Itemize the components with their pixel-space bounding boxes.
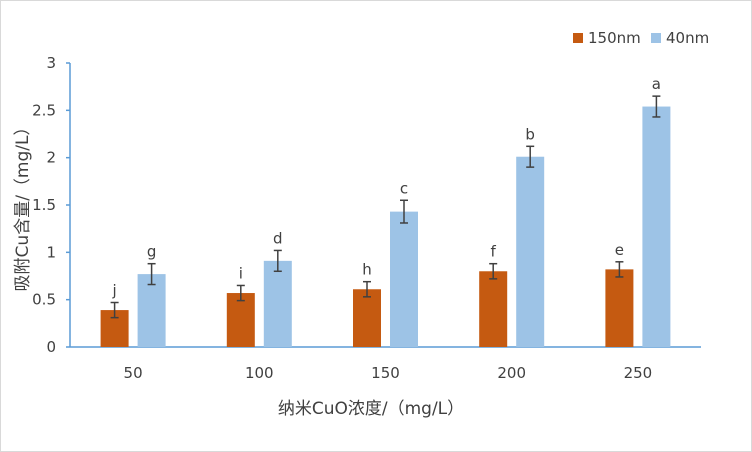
bar-40nm bbox=[390, 211, 418, 347]
significance-label: f bbox=[491, 243, 497, 261]
significance-label: e bbox=[615, 241, 624, 259]
y-tick-label: 0.5 bbox=[32, 291, 56, 309]
y-axis-title: 吸附Cu含量/（mg/L） bbox=[13, 119, 33, 292]
significance-label: c bbox=[400, 179, 408, 197]
bar-150nm bbox=[226, 293, 255, 347]
bars-group: 50 j g 100 i d 150 h c 200 f b 250 e a bbox=[100, 75, 671, 382]
legend-label: 150nm bbox=[588, 29, 641, 47]
significance-label: i bbox=[239, 264, 243, 282]
x-tick-label: 150 bbox=[371, 364, 400, 382]
significance-label: g bbox=[147, 243, 157, 261]
bar-150nm bbox=[353, 289, 381, 347]
y-tick-label: 2.5 bbox=[32, 101, 56, 119]
bar-40nm bbox=[137, 274, 166, 347]
y-tick-label: 1 bbox=[46, 243, 56, 261]
x-tick-label: 200 bbox=[497, 364, 526, 382]
x-axis-title: 纳米CuO浓度/（mg/L） bbox=[278, 399, 464, 419]
y-tick-label: 2 bbox=[46, 149, 56, 167]
x-tick-label: 100 bbox=[245, 364, 274, 382]
legend: 150nm 40nm bbox=[573, 29, 709, 47]
legend-swatch-40nm bbox=[651, 33, 661, 43]
bar-150nm bbox=[605, 269, 634, 347]
significance-label: h bbox=[362, 261, 372, 279]
significance-label: b bbox=[525, 125, 535, 143]
y-tick-label: 0 bbox=[46, 338, 56, 356]
significance-label: j bbox=[112, 282, 117, 300]
x-tick-label: 50 bbox=[124, 364, 143, 382]
legend-swatch-150nm bbox=[573, 33, 583, 43]
bar-40nm bbox=[642, 106, 671, 348]
legend-label: 40nm bbox=[666, 29, 709, 47]
axes-group: 0 0.5 1 1.5 2 2.5 3 bbox=[32, 54, 701, 356]
significance-label: a bbox=[652, 75, 661, 93]
y-tick-label: 3 bbox=[46, 54, 56, 72]
y-tick-label: 1.5 bbox=[32, 196, 56, 214]
bar-150nm bbox=[479, 271, 508, 347]
bar-40nm bbox=[263, 260, 292, 347]
x-tick-label: 250 bbox=[624, 364, 653, 382]
significance-label: d bbox=[273, 229, 283, 247]
bar-40nm bbox=[516, 156, 545, 347]
